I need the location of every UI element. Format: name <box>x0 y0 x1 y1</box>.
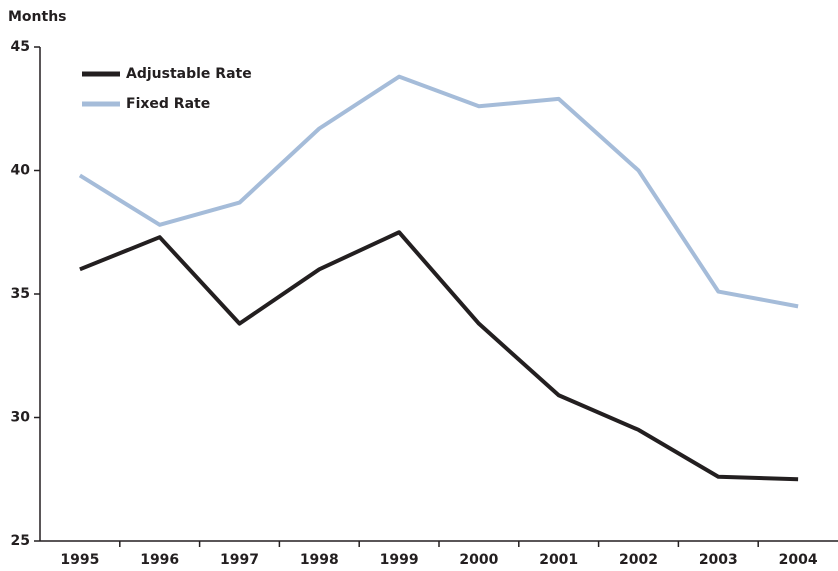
x-tick-label: 1995 <box>60 552 99 568</box>
y-tick-label: 40 <box>11 163 31 179</box>
y-tick-label: 45 <box>11 39 30 55</box>
y-tick-label: 35 <box>11 286 30 302</box>
legend-label: Adjustable Rate <box>126 66 252 82</box>
x-tick-label: 1998 <box>300 552 339 568</box>
x-tick-label: 2004 <box>779 552 818 568</box>
y-axis-label: Months <box>8 9 67 25</box>
x-tick-label: 2000 <box>459 552 498 568</box>
series-line <box>79 230 799 482</box>
y-tick-label: 30 <box>11 410 31 426</box>
x-tick-label: 1996 <box>140 552 179 568</box>
x-tick-label: 2003 <box>699 552 738 568</box>
x-tick-label: 2001 <box>539 552 578 568</box>
x-tick-label: 2002 <box>619 552 658 568</box>
legend-label: Fixed Rate <box>126 96 210 112</box>
series-line <box>78 74 799 309</box>
x-tick-label: 1997 <box>220 552 259 568</box>
x-tick-label: 1999 <box>380 552 419 568</box>
y-tick-label: 25 <box>11 533 30 549</box>
